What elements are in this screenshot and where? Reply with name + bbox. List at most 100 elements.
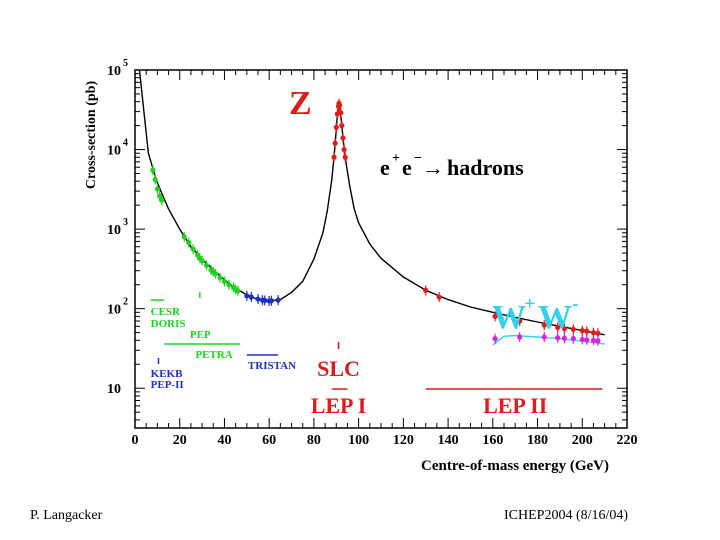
y-tick-label: 10 xyxy=(107,64,121,79)
data-point xyxy=(579,328,585,334)
data-point xyxy=(492,336,498,342)
x-tick-label: 100 xyxy=(348,433,369,448)
process-e1: e xyxy=(380,155,390,180)
data-point xyxy=(217,275,223,281)
process-e2: e xyxy=(402,155,412,180)
label-cesr: CESR xyxy=(151,306,181,318)
data-point xyxy=(268,298,275,304)
data-point xyxy=(423,287,429,293)
x-tick-label: 180 xyxy=(527,433,548,448)
data-point xyxy=(436,294,442,300)
x-axis-label: Centre-of-mass energy (GeV) xyxy=(421,458,609,474)
data-point xyxy=(584,328,590,334)
y-tick-exponent: 5 xyxy=(123,58,128,69)
data-point xyxy=(203,262,210,268)
data-point xyxy=(275,297,281,303)
y-tick-label: 10 xyxy=(107,223,121,238)
ww-curve xyxy=(492,334,605,346)
x-tick-label: 140 xyxy=(438,433,459,448)
x-tick-label: 40 xyxy=(217,433,231,448)
data-point xyxy=(154,186,160,192)
y-tick-label: 10 xyxy=(107,144,121,159)
plot-frame xyxy=(134,69,628,429)
process-arrow: → xyxy=(422,155,444,180)
y-axis-label: Cross-section (pb) xyxy=(84,81,99,190)
y-tick-exponent: 4 xyxy=(123,138,128,149)
x-tick-label: 120 xyxy=(393,433,414,448)
data-point xyxy=(590,330,597,336)
ww-w2: W xyxy=(538,299,572,336)
data-point xyxy=(579,336,585,343)
data-point xyxy=(333,124,339,130)
process-text: hadrons xyxy=(447,155,524,180)
footer-author: P. Langacker xyxy=(30,508,103,523)
label-petra: PETRA xyxy=(195,349,232,361)
data-point xyxy=(221,278,228,285)
data-point xyxy=(159,197,165,203)
x-tick-label: 80 xyxy=(307,433,321,448)
data-point xyxy=(595,338,601,344)
data-point xyxy=(492,313,498,319)
data-point xyxy=(332,140,338,146)
ww-sup1: + xyxy=(524,293,535,315)
x-tick-label: 200 xyxy=(572,433,593,448)
data-point xyxy=(190,246,196,252)
data-point xyxy=(244,293,250,299)
data-point xyxy=(590,337,597,343)
ww-label: W + W - xyxy=(492,293,579,336)
data-point xyxy=(517,318,523,324)
data-point xyxy=(199,258,205,264)
y-tick-exponent: 3 xyxy=(123,217,128,228)
data-point xyxy=(248,294,254,300)
data-point xyxy=(150,167,156,173)
data-point xyxy=(226,282,232,288)
data-point xyxy=(212,271,219,277)
data-point xyxy=(595,330,601,336)
x-tick-label: 20 xyxy=(173,433,187,448)
label-pep-ii: PEP-II xyxy=(151,379,184,391)
plot-frame-group xyxy=(134,69,628,429)
data-point xyxy=(342,154,348,160)
process-sup2: − xyxy=(414,151,422,166)
data-point xyxy=(561,335,567,341)
x-tick-label: 60 xyxy=(262,433,276,448)
label-doris: DORIS xyxy=(151,318,186,330)
axis-ticks-group: 0 20 40 60 80 100 120 140 160 180 200 2201010210310… xyxy=(107,58,638,448)
data-point xyxy=(262,297,268,304)
data-point xyxy=(517,334,523,340)
label-slc: SLC xyxy=(317,356,360,381)
data-point xyxy=(561,326,567,332)
data-point xyxy=(341,146,347,153)
data-point xyxy=(541,322,547,328)
y-tick-exponent: 2 xyxy=(123,297,128,308)
data-point xyxy=(157,193,163,199)
data-point xyxy=(181,234,187,240)
x-tick-label: 220 xyxy=(617,433,638,448)
label-pep: PEP xyxy=(190,329,211,341)
data-point xyxy=(541,334,547,340)
y-tick-label: 10 xyxy=(107,303,121,318)
data-point xyxy=(338,110,344,116)
data-point xyxy=(152,176,158,183)
data-point xyxy=(570,326,576,332)
data-point xyxy=(340,135,346,141)
process-label: e + e − → hadrons xyxy=(380,151,524,180)
ww-w1: W xyxy=(492,299,526,336)
label-tristan: TRISTAN xyxy=(248,360,296,372)
data-points-group xyxy=(150,98,601,346)
process-sup1: + xyxy=(392,151,400,166)
data-point xyxy=(337,102,343,108)
data-point xyxy=(255,296,261,302)
data-point xyxy=(555,335,561,341)
data-point xyxy=(339,123,345,129)
z-peak-label: Z xyxy=(289,85,312,122)
label-kekb: KEKB xyxy=(151,368,183,380)
label-lep1: LEP I xyxy=(311,393,367,418)
data-point xyxy=(555,324,561,331)
data-point xyxy=(570,336,576,342)
label-lep2: LEP II xyxy=(483,393,547,418)
ww-sup2: - xyxy=(572,293,579,315)
data-point xyxy=(331,154,337,160)
